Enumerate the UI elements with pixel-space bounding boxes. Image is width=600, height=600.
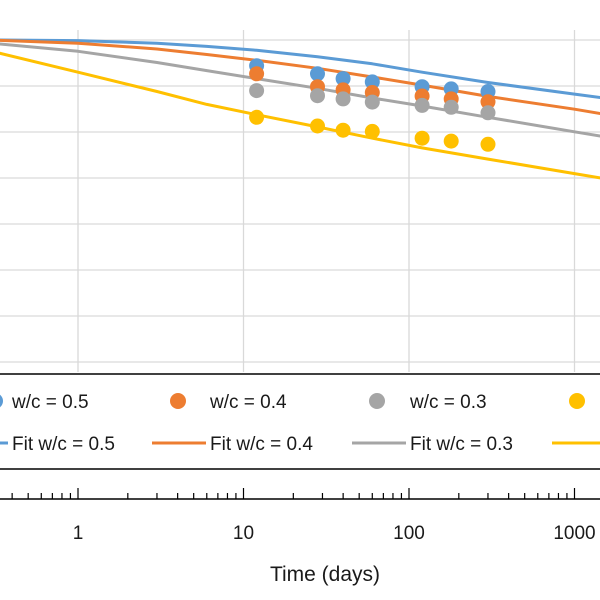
x-tick-label: 10	[233, 523, 254, 544]
legend-label-fit03: Fit w/c = 0.3	[410, 434, 513, 455]
x-minor-ticks	[11, 488, 576, 499]
data-point	[480, 136, 496, 152]
data-point	[310, 118, 325, 134]
legend-marker-wc02	[569, 393, 585, 409]
data-points	[249, 58, 496, 152]
legend-label-fit04: Fit w/c = 0.4	[210, 434, 313, 455]
legend: w/c = 0.5 w/c = 0.4 w/c = 0.3 Fit w/c = …	[0, 373, 600, 470]
data-point	[335, 122, 351, 138]
data-point	[414, 97, 430, 113]
data-point	[480, 84, 496, 99]
legend-label-fit05: Fit w/c = 0.5	[12, 434, 115, 455]
data-point	[364, 94, 380, 110]
legend-label-wc04: w/c = 0.4	[209, 392, 287, 413]
series-line	[0, 38, 600, 116]
fit-lines	[0, 38, 600, 180]
legend-border	[0, 373, 600, 470]
gridlines	[0, 30, 600, 372]
series-line	[0, 38, 600, 100]
data-point	[249, 83, 265, 99]
legend-label-wc05: w/c = 0.5	[11, 392, 89, 413]
data-point	[310, 88, 325, 104]
legend-marker-wc03	[369, 393, 385, 409]
x-tick-label: 1	[73, 523, 84, 544]
x-axis-title: Time (days)	[270, 563, 380, 586]
x-tick-label: 100	[393, 523, 425, 544]
data-point	[480, 94, 496, 110]
data-point	[364, 123, 380, 139]
x-tick-labels: 1 10 100 1000	[73, 523, 596, 544]
data-point	[335, 91, 351, 107]
data-point	[249, 109, 265, 125]
legend-marker-wc04	[170, 393, 186, 409]
series-line	[0, 51, 600, 180]
legend-label-wc03: w/c = 0.3	[409, 392, 487, 413]
data-point	[443, 133, 459, 149]
x-axis: 1 10 100 1000	[0, 488, 600, 544]
data-point	[480, 105, 496, 121]
legend-marker-wc05	[0, 394, 3, 408]
x-tick-label: 1000	[553, 523, 595, 544]
data-point	[443, 99, 459, 115]
data-point	[414, 130, 430, 146]
data-point	[364, 74, 380, 90]
data-point	[335, 71, 351, 87]
data-point	[310, 66, 325, 82]
data-point	[249, 66, 265, 82]
